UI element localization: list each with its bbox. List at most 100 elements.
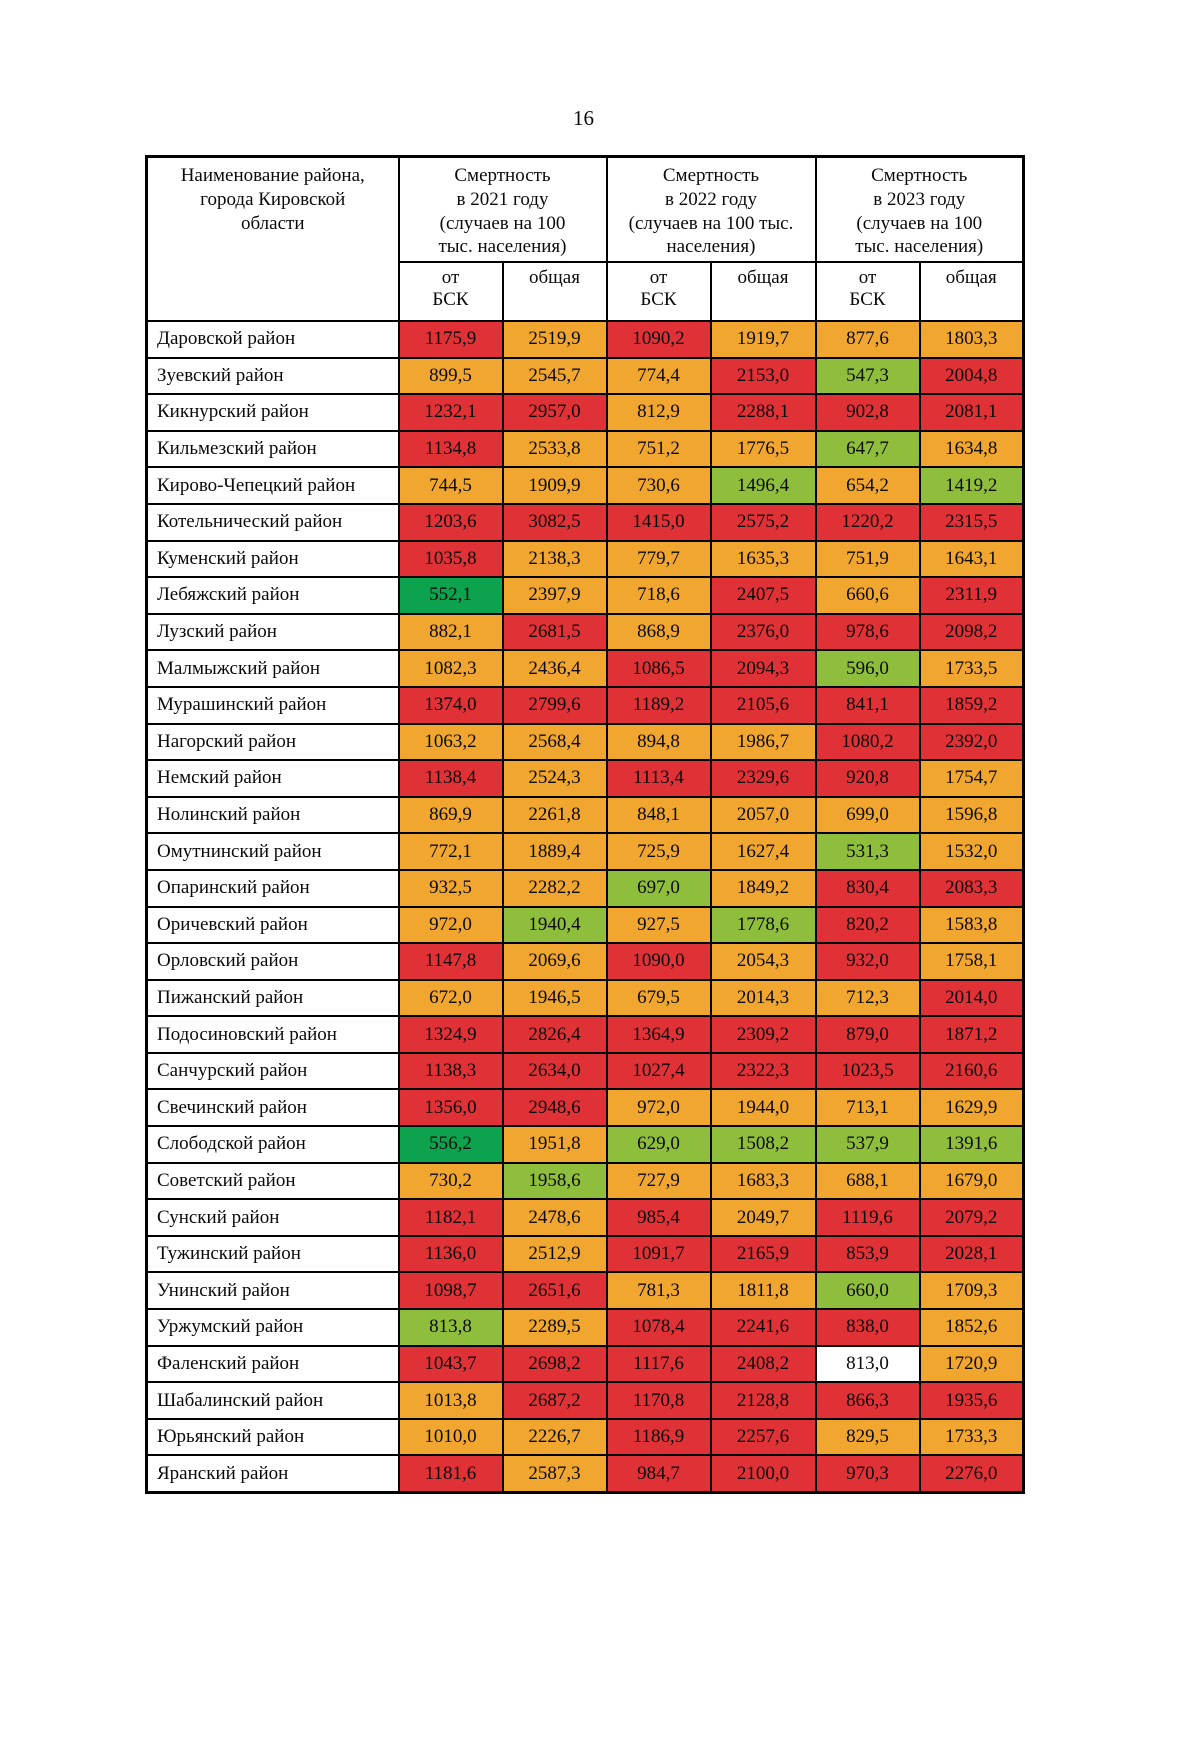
district-name: Уржумский район [145, 1308, 400, 1347]
value-cell: 1356,0 [397, 1088, 504, 1128]
value-cell: 848,1 [605, 795, 712, 835]
table-row: Кильмезский район 1134,8 2533,8 751,2 1776,5… [145, 429, 1025, 469]
table-row: Лебяжский район 552,1 2397,9 718,6 2407,5 660… [145, 576, 1025, 615]
value-cell: 1232,1 [397, 393, 504, 432]
table-row: Мурашинский район 1374,0 2799,6 1189,2 2105,… [145, 685, 1025, 725]
value-cell: 2289,5 [501, 1308, 608, 1347]
value-cell: 2397,9 [501, 576, 608, 615]
subheader-total-2022: общая [709, 261, 817, 322]
value-cell: 2276,0 [918, 1454, 1025, 1494]
value-cell: 699,0 [814, 795, 921, 835]
district-name: Куменский район [145, 539, 400, 579]
value-cell: 1419,2 [918, 466, 1025, 505]
value-cell: 647,7 [814, 429, 921, 469]
value-cell: 2634,0 [501, 1051, 608, 1091]
value-cell: 1803,3 [918, 320, 1025, 359]
value-cell: 1889,4 [501, 832, 608, 871]
table-row: Подосиновский район 1324,9 2826,4 1364,9 230… [145, 1015, 1025, 1054]
value-cell: 1415,0 [605, 502, 712, 542]
value-cell: 830,4 [814, 868, 921, 908]
district-name: Омутнинский район [145, 832, 400, 871]
table-row: Малмыжский район 1082,3 2436,4 1086,5 2094,3… [145, 649, 1025, 688]
value-cell: 1811,8 [709, 1271, 817, 1311]
value-cell: 654,2 [814, 466, 921, 505]
value-cell: 1679,0 [918, 1161, 1025, 1201]
value-cell: 1138,4 [397, 759, 504, 798]
table-row: Яранский район 1181,6 2587,3 984,7 2100,0 970… [145, 1454, 1025, 1494]
value-cell: 1935,6 [918, 1381, 1025, 1420]
value-cell: 2826,4 [501, 1015, 608, 1054]
value-cell: 2049,7 [709, 1198, 817, 1237]
value-cell: 985,4 [605, 1198, 712, 1237]
value-cell: 1203,6 [397, 502, 504, 542]
column-header-2022: Смертность в 2022 году (случаев на 100 т… [605, 155, 817, 263]
page-number: 16 [573, 106, 594, 130]
value-cell: 3082,5 [501, 502, 608, 542]
value-cell: 2799,6 [501, 685, 608, 725]
table-row: Опаринский район 932,5 2282,2 697,0 1849,2 83… [145, 868, 1025, 908]
value-cell: 2083,3 [918, 868, 1025, 908]
value-cell: 718,6 [605, 576, 712, 615]
value-cell: 2105,6 [709, 685, 817, 725]
value-cell: 1778,6 [709, 905, 817, 945]
value-cell: 927,5 [605, 905, 712, 945]
value-cell: 2587,3 [501, 1454, 608, 1494]
value-cell: 596,0 [814, 649, 921, 688]
value-cell: 1078,4 [605, 1308, 712, 1347]
value-cell: 1754,7 [918, 759, 1025, 798]
district-name: Мурашинский район [145, 685, 400, 725]
district-name: Кильмезский район [145, 429, 400, 469]
district-name: Тужинский район [145, 1234, 400, 1274]
district-name: Орловский район [145, 942, 400, 981]
value-cell: 1182,1 [397, 1198, 504, 1237]
value-cell: 1919,7 [709, 320, 817, 359]
value-cell: 2376,0 [709, 612, 817, 652]
value-cell: 779,7 [605, 539, 712, 579]
value-cell: 2478,6 [501, 1198, 608, 1237]
value-cell: 1508,2 [709, 1125, 817, 1164]
value-cell: 2322,3 [709, 1051, 817, 1091]
value-cell: 1683,3 [709, 1161, 817, 1201]
value-cell: 1643,1 [918, 539, 1025, 579]
value-cell: 1090,0 [605, 942, 712, 981]
value-cell: 2519,9 [501, 320, 608, 359]
district-name: Юрьянский район [145, 1417, 400, 1457]
value-cell: 812,9 [605, 393, 712, 432]
value-cell: 1324,9 [397, 1015, 504, 1054]
value-cell: 2079,2 [918, 1198, 1025, 1237]
value-cell: 1776,5 [709, 429, 817, 469]
district-name: Кикнурский район [145, 393, 400, 432]
value-cell: 2568,4 [501, 722, 608, 762]
value-cell: 2329,6 [709, 759, 817, 798]
table-row: Нолинский район 869,9 2261,8 848,1 2057,0 699… [145, 795, 1025, 835]
value-cell: 972,0 [605, 1088, 712, 1128]
district-name: Даровской район [145, 320, 400, 359]
value-cell: 712,3 [814, 978, 921, 1018]
district-name: Опаринский район [145, 868, 400, 908]
value-cell: 978,6 [814, 612, 921, 652]
table-row: Даровской район 1175,9 2519,9 1090,2 1919,7 8… [145, 320, 1025, 359]
value-cell: 629,0 [605, 1125, 712, 1164]
value-cell: 838,0 [814, 1308, 921, 1347]
mortality-table: Наименование района, города Кировской об… [145, 155, 1025, 1494]
value-cell: 688,1 [814, 1161, 921, 1201]
table-row: Оричевский район 972,0 1940,4 927,5 1778,6 82… [145, 905, 1025, 945]
table-row: Зуевский район 899,5 2545,7 774,4 2153,0 547,… [145, 356, 1025, 396]
value-cell: 2524,3 [501, 759, 608, 798]
table-row: Слободской район 556,2 1951,8 629,0 1508,2 53… [145, 1125, 1025, 1164]
header-row-years: Наименование района, города Кировской об… [145, 155, 1025, 322]
value-cell: 751,9 [814, 539, 921, 579]
value-cell: 1852,6 [918, 1308, 1025, 1347]
district-name: Зуевский район [145, 356, 400, 396]
district-name: Санчурский район [145, 1051, 400, 1091]
table-row: Орловский район 1147,8 2069,6 1090,0 2054,3 9… [145, 942, 1025, 981]
value-cell: 730,2 [397, 1161, 504, 1201]
value-cell: 2681,5 [501, 612, 608, 652]
table-row: Куменский район 1035,8 2138,3 779,7 1635,3 75… [145, 539, 1025, 579]
table-row: Лузский район 882,1 2681,5 868,9 2376,0 978,6… [145, 612, 1025, 652]
value-cell: 730,6 [605, 466, 712, 505]
value-cell: 1013,8 [397, 1381, 504, 1420]
value-cell: 1364,9 [605, 1015, 712, 1054]
table-row: Сунский район 1182,1 2478,6 985,4 2049,7 1119… [145, 1198, 1025, 1237]
value-cell: 1091,7 [605, 1234, 712, 1274]
